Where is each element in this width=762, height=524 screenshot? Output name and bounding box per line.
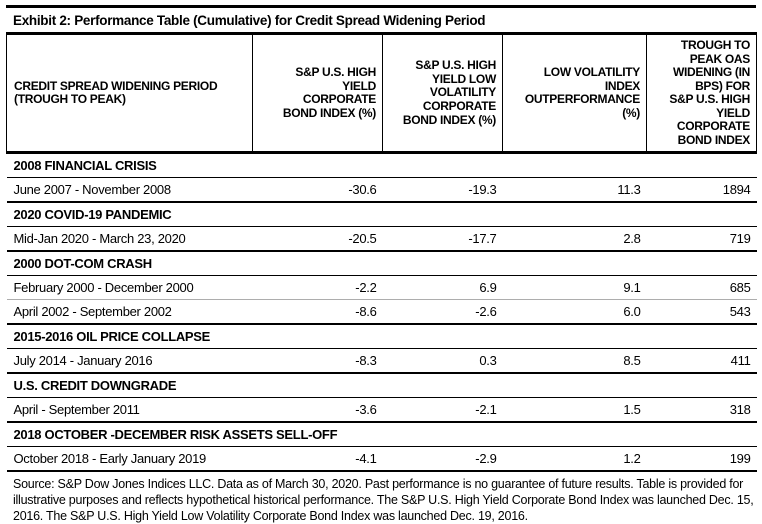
value-cell: -8.6 [252,299,383,326]
section-row-2008-financial-crisis: 2008 FINANCIAL CRISIS [6,152,757,179]
column-header-period: CREDIT SPREAD WIDENING PERIOD (TROUGH TO… [6,33,253,155]
value-cell: 719 [646,226,757,253]
value-cell: 2.8 [502,226,647,253]
performance-table: CREDIT SPREAD WIDENING PERIOD (TROUGH TO… [6,32,757,473]
table-body: 2008 FINANCIAL CRISIS June 2007 - Novemb… [6,152,757,473]
value-cell: -8.3 [252,348,383,375]
exhibit-title: Exhibit 2: Performance Table (Cumulative… [6,5,756,32]
value-cell: 685 [646,275,757,301]
section-label: 2015-2016 OIL PRICE COLLAPSE [6,324,757,350]
section-label: U.S. CREDIT DOWNGRADE [6,373,757,399]
value-cell: 0.3 [382,348,503,375]
column-header-hy-lowvol-index: S&P U.S. HIGH YIELD LOW VOLATILITY CORPO… [382,33,503,155]
section-row-2000-dotcom-crash: 2000 DOT-COM CRASH [6,251,757,277]
data-row-midjan-2020-march-2020: Mid-Jan 2020 - March 23, 2020 -20.5 -17.… [6,226,757,253]
data-row-july-2014-january-2016: July 2014 - January 2016 -8.3 0.3 8.5 41… [6,348,757,375]
data-row-february-2000-december-2000: February 2000 - December 2000 -2.2 6.9 9… [6,275,757,301]
value-cell: 318 [646,397,757,424]
section-label: 2020 COVID-19 PANDEMIC [6,202,757,228]
value-cell: -3.6 [252,397,383,424]
column-header-hy-index: S&P U.S. HIGH YIELD CORPORATE BOND INDEX… [252,33,383,155]
value-cell: 411 [646,348,757,375]
value-cell: 11.3 [502,177,647,204]
value-cell: -2.2 [252,275,383,301]
period-cell: July 2014 - January 2016 [6,348,253,375]
value-cell: -4.1 [252,446,383,473]
period-cell: October 2018 - Early January 2019 [6,446,253,473]
table-header: CREDIT SPREAD WIDENING PERIOD (TROUGH TO… [6,33,757,155]
value-cell: 8.5 [502,348,647,375]
value-cell: -30.6 [252,177,383,204]
period-cell: February 2000 - December 2000 [6,275,253,301]
value-cell: -20.5 [252,226,383,253]
value-cell: -2.9 [382,446,503,473]
value-cell: -2.6 [382,299,503,326]
source-note: Source: S&P Dow Jones Indices LLC. Data … [13,477,754,524]
value-cell: 6.9 [382,275,503,301]
value-cell: -2.1 [382,397,503,424]
section-label: 2018 OCTOBER -DECEMBER RISK ASSETS SELL-… [6,422,757,448]
section-label: 2008 FINANCIAL CRISIS [6,152,757,179]
value-cell: 1.2 [502,446,647,473]
value-cell: 543 [646,299,757,326]
value-cell: 199 [646,446,757,473]
exhibit-container: Exhibit 2: Performance Table (Cumulative… [6,5,757,524]
section-row-2015-2016-oil-price-collapse: 2015-2016 OIL PRICE COLLAPSE [6,324,757,350]
header-row: CREDIT SPREAD WIDENING PERIOD (TROUGH TO… [6,33,757,155]
section-row-us-credit-downgrade: U.S. CREDIT DOWNGRADE [6,373,757,399]
section-row-2020-covid-pandemic: 2020 COVID-19 PANDEMIC [6,202,757,228]
section-label: 2000 DOT-COM CRASH [6,251,757,277]
data-row-april-september-2011: April - September 2011 -3.6 -2.1 1.5 318 [6,397,757,424]
period-cell: April 2002 - September 2002 [6,299,253,326]
period-cell: Mid-Jan 2020 - March 23, 2020 [6,226,253,253]
data-row-june-2007-november-2008: June 2007 - November 2008 -30.6 -19.3 11… [6,177,757,204]
value-cell: 6.0 [502,299,647,326]
section-row-2018-risk-assets-selloff: 2018 OCTOBER -DECEMBER RISK ASSETS SELL-… [6,422,757,448]
column-header-lowvol-outperformance: LOW VOLATILITY INDEX OUTPERFORMANCE (%) [502,33,647,155]
period-cell: April - September 2011 [6,397,253,424]
value-cell: 1894 [646,177,757,204]
data-row-april-2002-september-2002: April 2002 - September 2002 -8.6 -2.6 6.… [6,299,757,326]
data-row-october-2018-early-january-2019: October 2018 - Early January 2019 -4.1 -… [6,446,757,473]
period-cell: June 2007 - November 2008 [6,177,253,204]
column-header-oas-widening: TROUGH TO PEAK OAS WIDENING (IN BPS) FOR… [646,33,757,155]
value-cell: 9.1 [502,275,647,301]
value-cell: -19.3 [382,177,503,204]
value-cell: 1.5 [502,397,647,424]
value-cell: -17.7 [382,226,503,253]
